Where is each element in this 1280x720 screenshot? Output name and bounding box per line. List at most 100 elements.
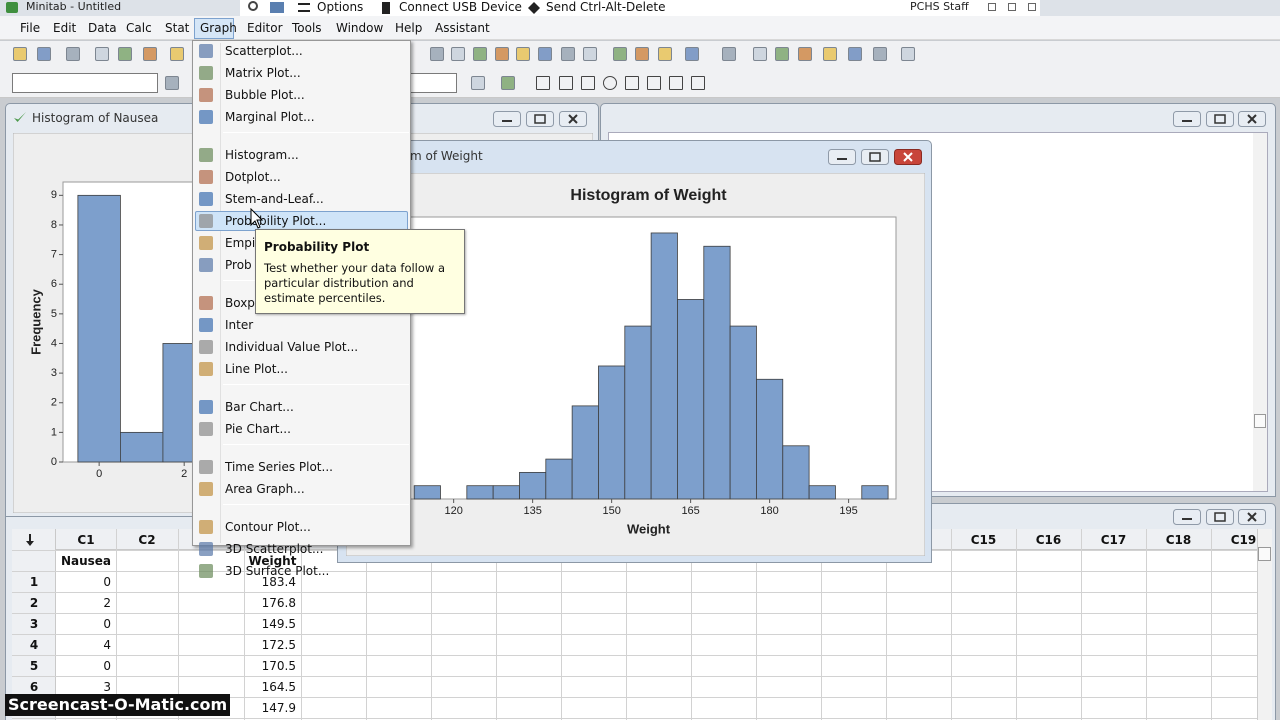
toolbar-icon <box>430 47 444 61</box>
draw-tool[interactable] <box>559 76 573 90</box>
toolbar-icon <box>95 47 109 61</box>
window-button[interactable] <box>1238 509 1266 525</box>
menu-item[interactable]: Boxp <box>225 296 255 310</box>
menu-item[interactable]: Tools <box>292 21 322 35</box>
max-glyph <box>534 114 546 124</box>
toolbar-icon <box>901 47 915 61</box>
draw-tool[interactable] <box>581 76 595 90</box>
row-border <box>12 592 1272 593</box>
icon-gutter-line <box>220 43 221 543</box>
menu-item[interactable]: 3D Scatterplot... <box>225 542 324 556</box>
menu-item[interactable]: Matrix Plot... <box>225 66 301 80</box>
x-tick-label: 150 <box>602 505 620 517</box>
draw-tool[interactable] <box>647 76 661 90</box>
menu-item[interactable]: Edit <box>53 21 77 35</box>
window-button[interactable] <box>1173 111 1201 127</box>
menu-item[interactable]: File <box>20 21 41 35</box>
menu-item[interactable]: Prob <box>225 258 252 272</box>
menu-item[interactable]: Probability Plot... <box>225 214 327 228</box>
menu-item[interactable]: Pie Chart... <box>225 422 291 436</box>
usb-icon <box>382 2 390 14</box>
column-border <box>116 529 117 720</box>
window-button[interactable] <box>1206 509 1234 525</box>
column-id: C19 <box>1230 533 1257 547</box>
menu-item[interactable]: Bar Chart... <box>225 400 294 414</box>
menu-item[interactable]: Inter <box>225 318 254 332</box>
menu-item[interactable]: Bubble Plot... <box>225 88 305 102</box>
cell: 176.8 <box>261 596 296 610</box>
window-button[interactable] <box>861 149 889 165</box>
menu-item[interactable]: Calc <box>126 21 152 35</box>
menu-item[interactable]: Scatterplot... <box>225 44 303 58</box>
y-axis-label: Frequency <box>28 288 43 355</box>
bar <box>808 485 836 500</box>
bar <box>519 471 547 500</box>
menu-item[interactable]: Line Plot... <box>225 362 288 376</box>
max-glyph <box>1214 512 1226 522</box>
draw-tool[interactable] <box>625 76 639 90</box>
row-number: 3 <box>29 617 39 631</box>
draw-tool[interactable] <box>669 76 683 90</box>
draw-tool[interactable] <box>536 76 550 90</box>
window-button[interactable] <box>493 111 521 127</box>
x-tick-label: 0 <box>96 468 102 480</box>
menu-item[interactable]: Individual Value Plot... <box>225 340 359 354</box>
corner-arrow <box>29 534 31 543</box>
menu-item[interactable]: Dotplot... <box>225 170 281 184</box>
window-button[interactable] <box>1238 111 1266 127</box>
remote-window-button[interactable] <box>988 3 996 11</box>
menu-item[interactable]: Empi <box>225 236 256 250</box>
draw-tool[interactable] <box>691 76 705 90</box>
close-glyph <box>903 152 913 162</box>
menu-item[interactable]: Data <box>88 21 117 35</box>
scroll-thumb[interactable] <box>1254 414 1266 428</box>
menu-item[interactable]: Histogram... <box>225 148 299 162</box>
toolbar-icon <box>13 47 27 61</box>
column-border <box>366 529 367 720</box>
cell: 170.5 <box>261 659 296 673</box>
menu-item[interactable]: Stat <box>165 21 190 35</box>
row-border <box>12 697 1272 698</box>
column-border <box>496 529 497 720</box>
row-border <box>12 655 1272 656</box>
menu-item[interactable]: Graph <box>200 21 237 35</box>
menu-item[interactable]: 3D Surface Plot... <box>225 564 330 578</box>
menu-item[interactable]: Marginal Plot... <box>225 110 315 124</box>
column-border <box>756 529 757 720</box>
combo-box[interactable] <box>405 73 457 93</box>
button-face <box>1206 509 1234 525</box>
connect-button[interactable]: Connect USB Device <box>399 0 522 14</box>
menu-item[interactable]: Contour Plot... <box>225 520 311 534</box>
menu-item[interactable]: Window <box>336 21 384 35</box>
menu-item[interactable]: Area Graph... <box>225 482 305 496</box>
options-button[interactable]: Options <box>317 0 364 14</box>
menu-item[interactable]: Assistant <box>435 21 490 35</box>
menu-item[interactable]: Help <box>395 21 423 35</box>
menu-item-icon <box>199 296 213 310</box>
column-border <box>1016 529 1017 720</box>
window-button[interactable] <box>1206 111 1234 127</box>
window-button[interactable] <box>894 149 922 165</box>
window-button[interactable] <box>559 111 587 127</box>
menu-item[interactable]: Editor <box>247 21 283 35</box>
menu-separator <box>223 384 409 385</box>
column-id: C16 <box>1035 533 1062 547</box>
send-cad-button[interactable]: Send Ctrl-Alt-Delete <box>546 0 666 14</box>
remote-window-button[interactable] <box>1028 3 1036 11</box>
tooltip-text: Test whether your data follow a particul… <box>264 261 446 305</box>
y-tick-label: 9 <box>51 189 57 201</box>
draw-tool[interactable] <box>603 76 617 90</box>
menu-item[interactable]: Stem-and-Leaf... <box>225 192 324 206</box>
window-button[interactable] <box>828 149 856 165</box>
window-button[interactable] <box>1173 509 1201 525</box>
menu-item-icon <box>199 520 213 534</box>
menu-item[interactable]: Time Series Plot... <box>225 460 333 474</box>
window-button[interactable] <box>526 111 554 127</box>
bar <box>650 232 678 500</box>
combo-box[interactable] <box>12 73 158 93</box>
scroll-thumb[interactable] <box>1258 547 1271 561</box>
x-axis-label: Weight <box>627 521 671 536</box>
menu-item-icon <box>199 236 213 250</box>
remote-window-button[interactable] <box>1008 3 1016 11</box>
column-name: Nausea <box>60 554 112 568</box>
